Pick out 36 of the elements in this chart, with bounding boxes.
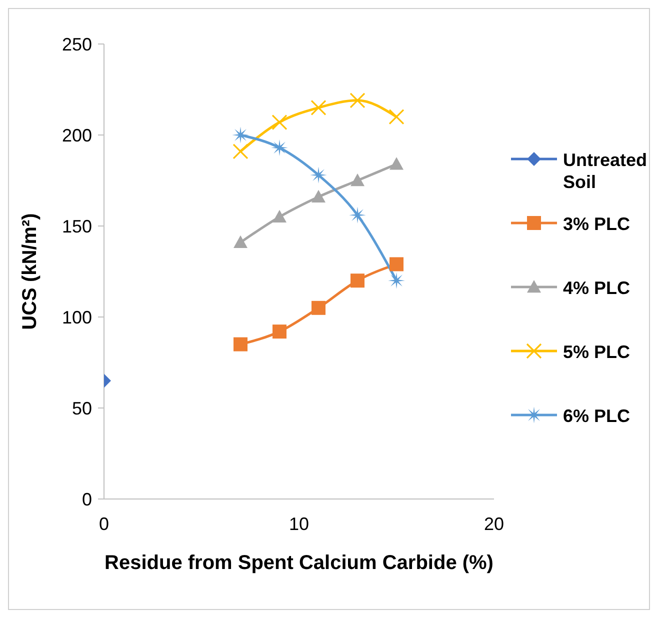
x-tick-label: 10 — [288, 514, 310, 534]
y-tick-label: 50 — [72, 398, 92, 418]
y-tick-label: 0 — [82, 489, 92, 510]
point — [272, 324, 286, 339]
point — [349, 206, 366, 224]
point — [390, 157, 404, 170]
point — [272, 114, 288, 130]
point — [350, 92, 366, 108]
point — [388, 272, 405, 289]
point — [234, 337, 248, 352]
y-axis-title: UCS (kN/m²) — [19, 213, 42, 330]
point — [350, 274, 364, 288]
x-axis-title: Residue from Spent Calcium Carbide (%) — [104, 552, 494, 574]
point — [271, 139, 288, 156]
point — [350, 174, 364, 186]
legend-label: Untreated Soil — [563, 149, 648, 193]
point — [310, 166, 327, 184]
point — [234, 235, 248, 248]
point — [312, 190, 326, 202]
point — [390, 257, 404, 272]
point — [272, 210, 286, 222]
legend-label: 4% PLC — [563, 277, 630, 299]
legend-label: 6% PLC — [563, 405, 630, 427]
y-tick-label: 150 — [62, 216, 92, 236]
legend-label: 3% PLC — [563, 213, 630, 235]
point — [232, 126, 249, 144]
legend-label: 5% PLC — [563, 341, 630, 363]
point — [232, 144, 248, 160]
point — [312, 300, 326, 315]
point — [388, 109, 404, 125]
y-tick-label: 200 — [62, 125, 92, 146]
y-tick-label: 250 — [62, 34, 92, 54]
y-tick-label: 100 — [62, 307, 92, 328]
point — [310, 100, 326, 116]
x-tick-label: 0 — [98, 514, 110, 534]
x-tick-label: 20 — [484, 514, 504, 534]
